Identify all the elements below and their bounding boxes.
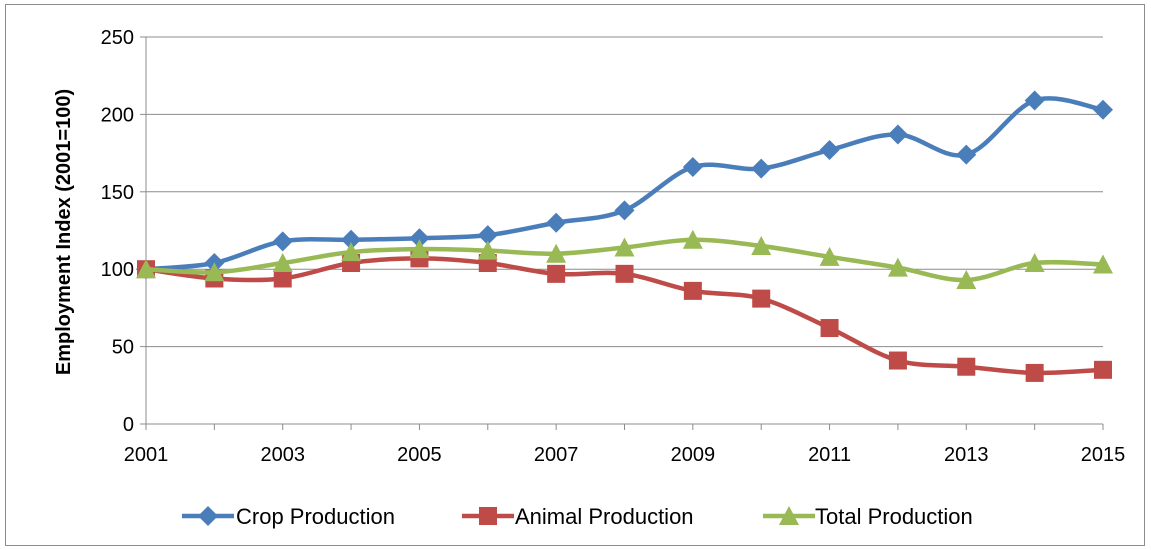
gridlines (146, 36, 1103, 348)
x-tick-label: 2011 (808, 444, 851, 466)
data-point-total-production (341, 242, 362, 262)
data-point-animal-production (888, 351, 907, 370)
data-point-animal-production (615, 264, 634, 283)
data-point-crop-production (1024, 90, 1045, 111)
data-point-animal-production (1094, 360, 1112, 379)
data-point-crop-production (409, 228, 430, 249)
legend-item-animal-production: Animal Production (462, 504, 694, 529)
data-point-crop-production (341, 229, 362, 250)
x-tick-label: 2003 (260, 444, 305, 466)
data-point-crop-production (751, 158, 772, 179)
data-point-crop-production (819, 140, 840, 161)
series-animal-production (137, 249, 1112, 382)
data-point-total-production (956, 270, 977, 290)
data-point-crop-production (1093, 99, 1113, 120)
data-point-crop-production (477, 225, 498, 246)
y-tick-label: 0 (123, 414, 134, 436)
y-tick-label: 50 (112, 337, 134, 359)
data-point-animal-production (273, 269, 292, 288)
data-point-total-production (887, 257, 908, 277)
data-point-total-production (1024, 253, 1045, 273)
legend-swatch-marker (479, 507, 497, 525)
x-tick-label: 2013 (944, 444, 989, 466)
x-tick-label: 2009 (671, 444, 716, 466)
data-point-total-production (751, 235, 772, 255)
legend-item-total-production: Total Production (763, 504, 973, 529)
series-total-production (136, 229, 1113, 290)
y-tick-label: 100 (101, 259, 134, 281)
data-point-total-production (1093, 254, 1113, 274)
legend: Crop Production Animal Production Total Pr… (182, 504, 973, 529)
data-point-crop-production (887, 124, 908, 145)
data-point-crop-production (614, 200, 635, 221)
data-point-crop-production (956, 144, 977, 165)
data-point-total-production (546, 243, 567, 263)
x-tick-label: 2007 (534, 444, 579, 466)
data-point-animal-production (547, 264, 566, 283)
series-crop-production (136, 90, 1113, 280)
tick-labels: 0 50 100 150 200 250 2001 2003 2005 2007 2009 2011 2… (101, 27, 1126, 466)
data-point-total-production (819, 246, 840, 266)
x-tick-label: 2001 (124, 444, 169, 466)
legend-label: Animal Production (515, 504, 694, 529)
legend-swatch-marker (779, 506, 799, 525)
y-tick-label: 150 (101, 182, 134, 204)
data-point-total-production (614, 237, 635, 257)
x-tick-label: 2005 (397, 444, 442, 466)
y-axis-title: Employment Index (2001=100) (53, 89, 75, 375)
data-point-total-production (409, 239, 430, 259)
legend-label: Crop Production (236, 504, 395, 529)
y-tick-label: 200 (101, 104, 134, 126)
data-point-animal-production (683, 281, 702, 300)
axes (140, 36, 1104, 430)
data-point-total-production (136, 259, 156, 279)
data-point-animal-production (1025, 363, 1044, 382)
data-point-crop-production (272, 231, 293, 252)
data-point-animal-production (820, 319, 839, 338)
legend-item-crop-production: Crop Production (182, 504, 395, 529)
data-point-total-production (477, 240, 498, 260)
data-point-total-production (682, 229, 703, 249)
series-lines (136, 90, 1113, 382)
data-point-animal-production (957, 357, 976, 376)
data-point-total-production (204, 262, 225, 282)
data-point-crop-production (682, 157, 703, 178)
legend-label: Total Production (815, 504, 973, 529)
data-point-crop-production (546, 212, 567, 233)
data-point-animal-production (752, 289, 771, 308)
x-tick-label: 2015 (1081, 444, 1126, 466)
data-point-total-production (272, 253, 293, 273)
y-tick-label: 250 (101, 27, 134, 49)
legend-swatch-marker (198, 506, 218, 526)
